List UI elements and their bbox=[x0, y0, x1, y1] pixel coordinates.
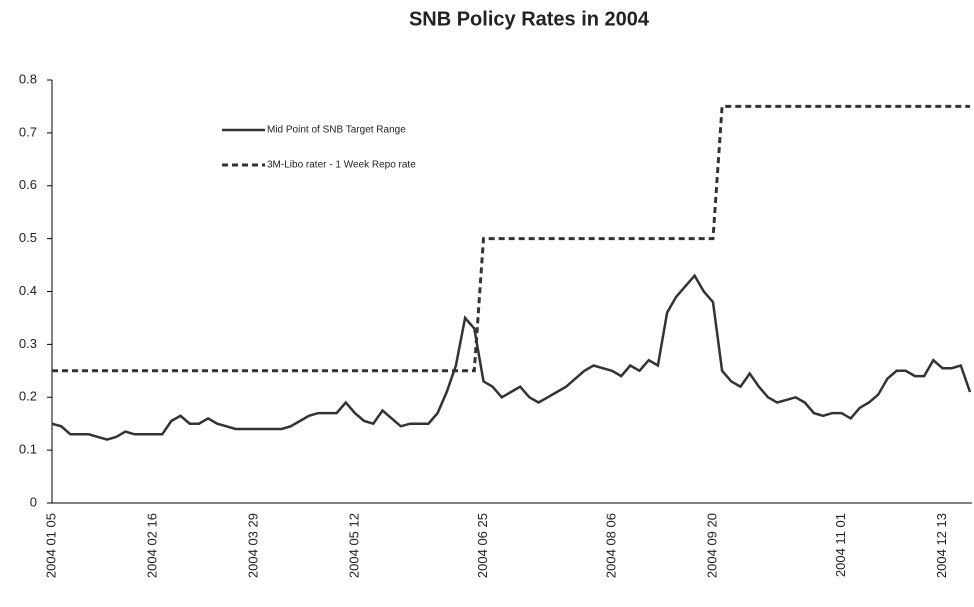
legend-label: Mid Point of SNB Target Range bbox=[267, 125, 406, 136]
y-tick-label: 0.1 bbox=[19, 442, 37, 457]
x-tick-label: 2004 06 25 bbox=[475, 513, 490, 578]
y-tick-label: 0.6 bbox=[19, 177, 37, 192]
legend-label: 3M-Libo rater - 1 Week Repo rate bbox=[267, 160, 416, 171]
y-tick-label: 0.7 bbox=[19, 124, 37, 139]
x-tick-label: 2004 09 20 bbox=[704, 513, 719, 578]
y-tick-label: 0.8 bbox=[19, 71, 37, 86]
y-tick-label: 0.5 bbox=[19, 230, 37, 245]
x-tick-label: 2004 08 06 bbox=[603, 513, 618, 578]
y-tick-label: 0.3 bbox=[19, 336, 37, 351]
x-tick-label: 2004 03 29 bbox=[245, 513, 260, 578]
line-series bbox=[51, 273, 972, 441]
x-tick-label: 2004 11 01 bbox=[833, 513, 848, 577]
y-tick-label: 0 bbox=[30, 494, 37, 509]
x-tick-label: 2004 05 12 bbox=[346, 513, 361, 578]
chart-title: SNB Policy Rates in 2004 bbox=[409, 8, 650, 30]
x-tick-label: 2004 12 13 bbox=[934, 513, 949, 578]
y-tick-label: 0.4 bbox=[19, 283, 37, 298]
x-tick-label: 2004 01 05 bbox=[43, 513, 58, 578]
line-series bbox=[52, 104, 970, 373]
y-tick-label: 0.2 bbox=[19, 389, 37, 404]
x-tick-label: 2004 02 16 bbox=[144, 513, 159, 578]
